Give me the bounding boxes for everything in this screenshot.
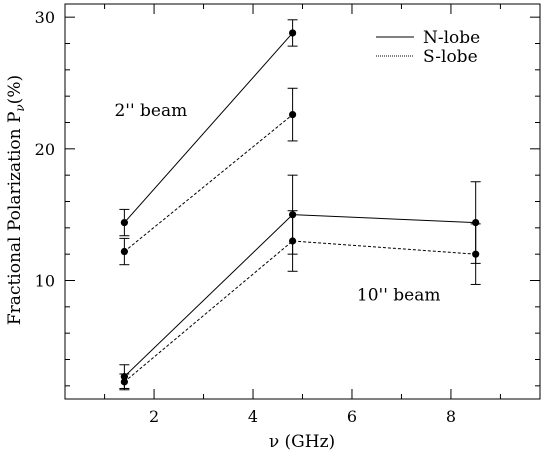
axis-ticks bbox=[65, 4, 540, 399]
x-tick-label: 4 bbox=[248, 407, 258, 426]
legend-label: N-lobe bbox=[423, 28, 480, 48]
data-point bbox=[289, 29, 297, 37]
series-line bbox=[124, 32, 293, 223]
data-point bbox=[289, 237, 297, 245]
data-point bbox=[289, 111, 297, 119]
y-axis-label: Fractional Polarization Pν(%) bbox=[5, 75, 27, 325]
x-tick-label: 2 bbox=[149, 407, 159, 426]
data-point bbox=[472, 250, 480, 258]
data-point bbox=[120, 218, 128, 227]
data-point bbox=[120, 247, 128, 256]
y-tick-label: 30 bbox=[35, 8, 55, 27]
y-tick-labels: 10 20 30 bbox=[35, 8, 55, 290]
y-tick-label: 10 bbox=[35, 272, 55, 291]
y-axis-label-main: Fractional Polarization P bbox=[5, 112, 25, 326]
annotation-label: 10'' beam bbox=[357, 285, 441, 305]
y-tick-label: 20 bbox=[35, 140, 55, 159]
annotation-group: 2'' beam 10'' beam bbox=[114, 101, 440, 305]
series-group bbox=[119, 19, 481, 391]
legend-label: S-lobe bbox=[423, 47, 478, 67]
x-tick-label: 8 bbox=[446, 407, 456, 426]
x-tick-labels: 2 4 6 8 bbox=[149, 407, 456, 426]
series-line bbox=[124, 114, 293, 252]
y-axis-label-unit: (%) bbox=[5, 75, 25, 104]
annotation-label: 2'' beam bbox=[114, 101, 187, 121]
data-point bbox=[120, 378, 128, 386]
series-line bbox=[124, 240, 476, 383]
x-axis-label: ν (GHz) bbox=[269, 432, 335, 452]
y-axis-label-subscript: ν bbox=[13, 104, 27, 111]
x-tick-label: 6 bbox=[347, 407, 357, 426]
